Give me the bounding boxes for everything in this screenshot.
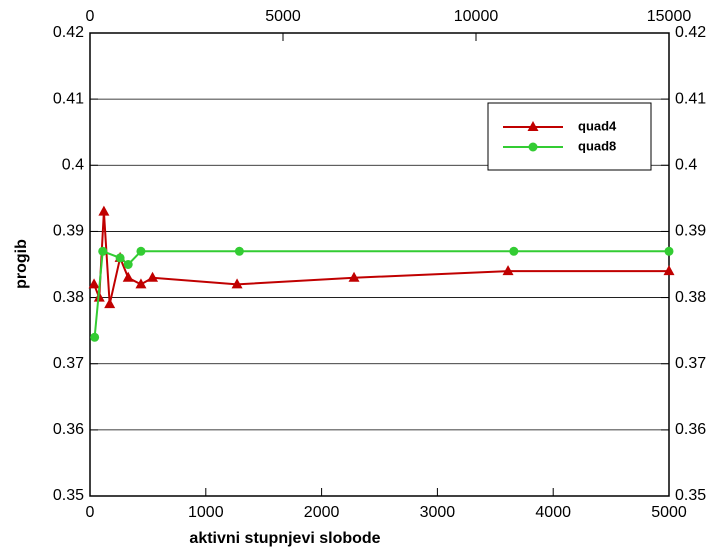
marker (348, 271, 360, 282)
y2-tick-label: 0.36 (675, 421, 706, 438)
marker (664, 246, 674, 256)
y2-tick-label: 0.38 (675, 289, 706, 306)
y-tick-label: 0.42 (53, 24, 84, 41)
marker (234, 246, 244, 256)
x2-tick-label: 5000 (265, 8, 301, 25)
x-tick-label: 3000 (420, 504, 456, 521)
x-tick-label: 5000 (651, 504, 687, 521)
legend-label: quad4 (578, 118, 617, 133)
legend-marker (527, 121, 539, 131)
marker (136, 246, 146, 256)
x2-tick-label: 10000 (454, 8, 499, 25)
x-tick-label: 1000 (188, 504, 224, 521)
y2-tick-label: 0.35 (675, 487, 706, 504)
y-tick-label: 0.35 (53, 487, 84, 504)
x-axis-label: aktivni stupnjevi slobode (189, 530, 380, 547)
y-tick-label: 0.41 (53, 90, 84, 107)
y2-tick-label: 0.39 (675, 223, 706, 240)
y-tick-label: 0.39 (53, 223, 84, 240)
legend-marker (528, 142, 538, 152)
y2-tick-label: 0.37 (675, 355, 706, 372)
plot-frame (89, 32, 670, 497)
x-tick-label: 0 (86, 504, 95, 521)
y-axis-label: progib (13, 239, 30, 289)
line (93, 249, 669, 338)
y-tick-label: 0.38 (53, 289, 84, 306)
marker (98, 205, 110, 216)
marker (147, 271, 159, 282)
x-tick-label: 4000 (535, 504, 571, 521)
legend-label: quad8 (578, 138, 616, 153)
line (93, 211, 669, 305)
marker (98, 246, 108, 256)
marker (231, 278, 243, 289)
x-tick-label: 2000 (304, 504, 340, 521)
marker (123, 260, 133, 269)
marker (90, 332, 100, 342)
marker (122, 271, 134, 282)
marker (135, 278, 147, 289)
y-tick-label: 0.4 (62, 157, 84, 174)
y-tick-label: 0.37 (53, 355, 84, 372)
y-tick-label: 0.36 (53, 421, 84, 438)
x2-tick-label: 15000 (647, 8, 692, 25)
marker (88, 278, 100, 289)
marker (509, 246, 519, 256)
y2-tick-label: 0.4 (675, 157, 697, 174)
marker (104, 298, 116, 309)
marker (115, 253, 125, 263)
marker (663, 265, 675, 276)
y2-tick-label: 0.41 (675, 90, 706, 107)
marker (502, 265, 514, 276)
x2-tick-label: 0 (86, 8, 95, 25)
legend-box (487, 102, 652, 171)
y2-tick-label: 0.42 (675, 24, 706, 41)
